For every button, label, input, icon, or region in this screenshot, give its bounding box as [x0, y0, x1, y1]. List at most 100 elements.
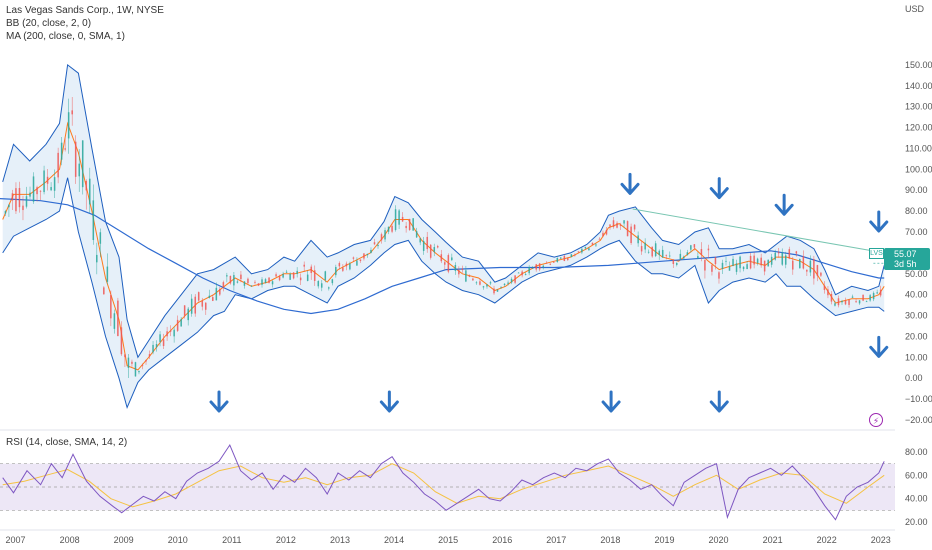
candle-body	[380, 234, 383, 241]
candle-body	[398, 210, 400, 225]
candle-body	[219, 289, 221, 295]
candle-body	[110, 294, 112, 319]
candle-body	[46, 176, 49, 184]
down-arrow-icon	[869, 335, 889, 358]
candle-body	[697, 256, 699, 259]
candle-body	[742, 266, 745, 270]
candle-body	[60, 142, 63, 160]
candle-body	[749, 255, 752, 269]
candle-body	[243, 281, 246, 286]
candle-body	[735, 263, 738, 272]
candle-body	[391, 226, 393, 232]
candle-body	[278, 276, 281, 281]
price-tick-label: 120.00	[905, 123, 932, 133]
candle-body	[654, 243, 657, 257]
candle-body	[640, 246, 643, 252]
bb-legend[interactable]: BB (20, close, 2, 0)	[6, 18, 92, 29]
price-tick-label: 70.00	[905, 227, 928, 237]
candle-body	[679, 253, 682, 260]
candle-body	[4, 211, 7, 214]
rsi-tick-label: 80.00	[905, 447, 928, 457]
arrow-head	[601, 400, 621, 413]
candle-body	[788, 249, 791, 259]
price-tick-label: 20.00	[905, 331, 928, 341]
candle-body	[134, 362, 137, 377]
candle-body	[342, 267, 344, 271]
candle-body	[338, 263, 341, 267]
ma200-line	[0, 198, 885, 315]
candle-body	[475, 282, 478, 284]
candle-body	[335, 266, 337, 276]
candle-body	[503, 283, 506, 286]
candle-body	[113, 313, 116, 329]
candle-body	[359, 259, 362, 261]
candle-body	[704, 260, 706, 271]
candle-body	[426, 236, 429, 250]
candle-body	[827, 289, 829, 296]
candle-body	[159, 334, 161, 342]
ma-legend[interactable]: MA (200, close, 0, SMA, 1)	[6, 31, 125, 42]
candle-body	[433, 247, 436, 252]
time-tick-label: 2020	[709, 535, 729, 545]
candle-body	[310, 266, 313, 273]
candle-body	[517, 272, 520, 274]
arrow-head	[209, 400, 229, 413]
candle-body	[233, 275, 235, 286]
candle-body	[865, 301, 868, 303]
candle-body	[700, 249, 703, 255]
candle-body	[173, 329, 175, 337]
candle-body	[408, 218, 411, 230]
candle-body	[71, 110, 73, 115]
candle-body	[598, 238, 601, 240]
candle-body	[282, 273, 284, 278]
candle-body	[166, 331, 168, 337]
candle-body	[127, 357, 130, 368]
candle-body	[148, 354, 151, 357]
rsi-sma-line	[2, 463, 885, 508]
candle-body	[152, 344, 154, 353]
candle-body	[690, 245, 692, 250]
candle-body	[458, 270, 460, 275]
candle-body	[651, 246, 653, 257]
time-tick-label: 2011	[222, 535, 241, 545]
candle-body	[15, 188, 17, 212]
candle-body	[739, 256, 741, 269]
candle-body	[784, 255, 787, 265]
candle-body	[616, 222, 618, 228]
candle-body	[644, 242, 646, 250]
candle-body	[862, 294, 864, 301]
candle-body	[201, 300, 204, 307]
symbol-badge: LVS	[869, 248, 884, 259]
candle-body	[728, 266, 731, 271]
bar-countdown: 3d 5h	[894, 259, 917, 269]
candle-body	[39, 190, 42, 192]
lightning-icon[interactable]: ⚡	[869, 413, 883, 427]
time-tick-label: 2021	[763, 535, 783, 545]
candle-body	[668, 255, 671, 257]
price-tick-label: −10.00	[905, 394, 932, 404]
candle-body	[247, 278, 249, 284]
candle-body	[327, 287, 330, 289]
time-axis: 2007 2008 2009 2010 2011 2012 2013 2014 2015 2016…	[0, 529, 895, 545]
candle-body	[777, 252, 780, 254]
candle-body	[623, 220, 625, 224]
candle-body	[176, 319, 179, 331]
candle-body	[531, 267, 534, 269]
candle-body	[306, 274, 309, 281]
bb-upper-line	[2, 63, 885, 359]
candle-body	[872, 292, 875, 300]
candle-body	[869, 295, 871, 301]
candle-body	[855, 301, 857, 303]
candle-body	[837, 298, 840, 306]
chart-title[interactable]: Las Vegas Sands Corp., 1W, NYSE	[6, 5, 164, 16]
candle-body	[99, 232, 102, 244]
candle-body	[412, 218, 414, 231]
arrow-head	[869, 220, 889, 233]
rsi-legend[interactable]: RSI (14, close, SMA, 14, 2)	[6, 437, 128, 448]
candle-body	[848, 299, 850, 305]
candle-body	[50, 187, 52, 191]
arrow-head	[620, 182, 640, 195]
candle-body	[725, 260, 727, 262]
candle-body	[844, 300, 847, 305]
